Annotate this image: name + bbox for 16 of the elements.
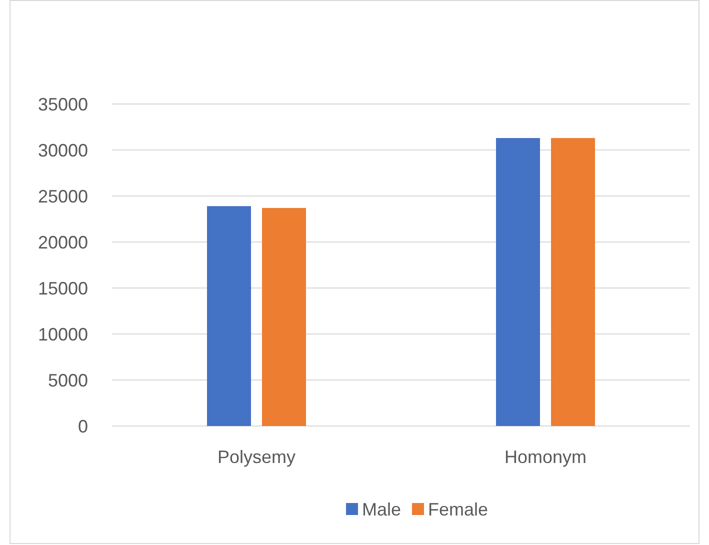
y-tick-label: 35000 — [38, 94, 88, 114]
legend-label: Male — [362, 499, 402, 520]
y-tick-label: 0 — [78, 416, 88, 436]
y-tick-label: 30000 — [38, 140, 88, 160]
y-tick-label: 10000 — [38, 324, 88, 344]
bar — [262, 208, 306, 426]
bar — [551, 138, 595, 426]
y-tick-label: 15000 — [38, 278, 88, 298]
bar — [496, 138, 540, 426]
x-tick-label: Homonym — [504, 447, 587, 467]
y-tick-label: 5000 — [48, 370, 88, 390]
y-tick-label: 25000 — [38, 186, 88, 206]
bar — [207, 206, 251, 426]
legend-label: Female — [428, 499, 488, 520]
y-tick-label: 20000 — [38, 232, 88, 252]
x-tick-label: Polysemy — [217, 447, 296, 467]
